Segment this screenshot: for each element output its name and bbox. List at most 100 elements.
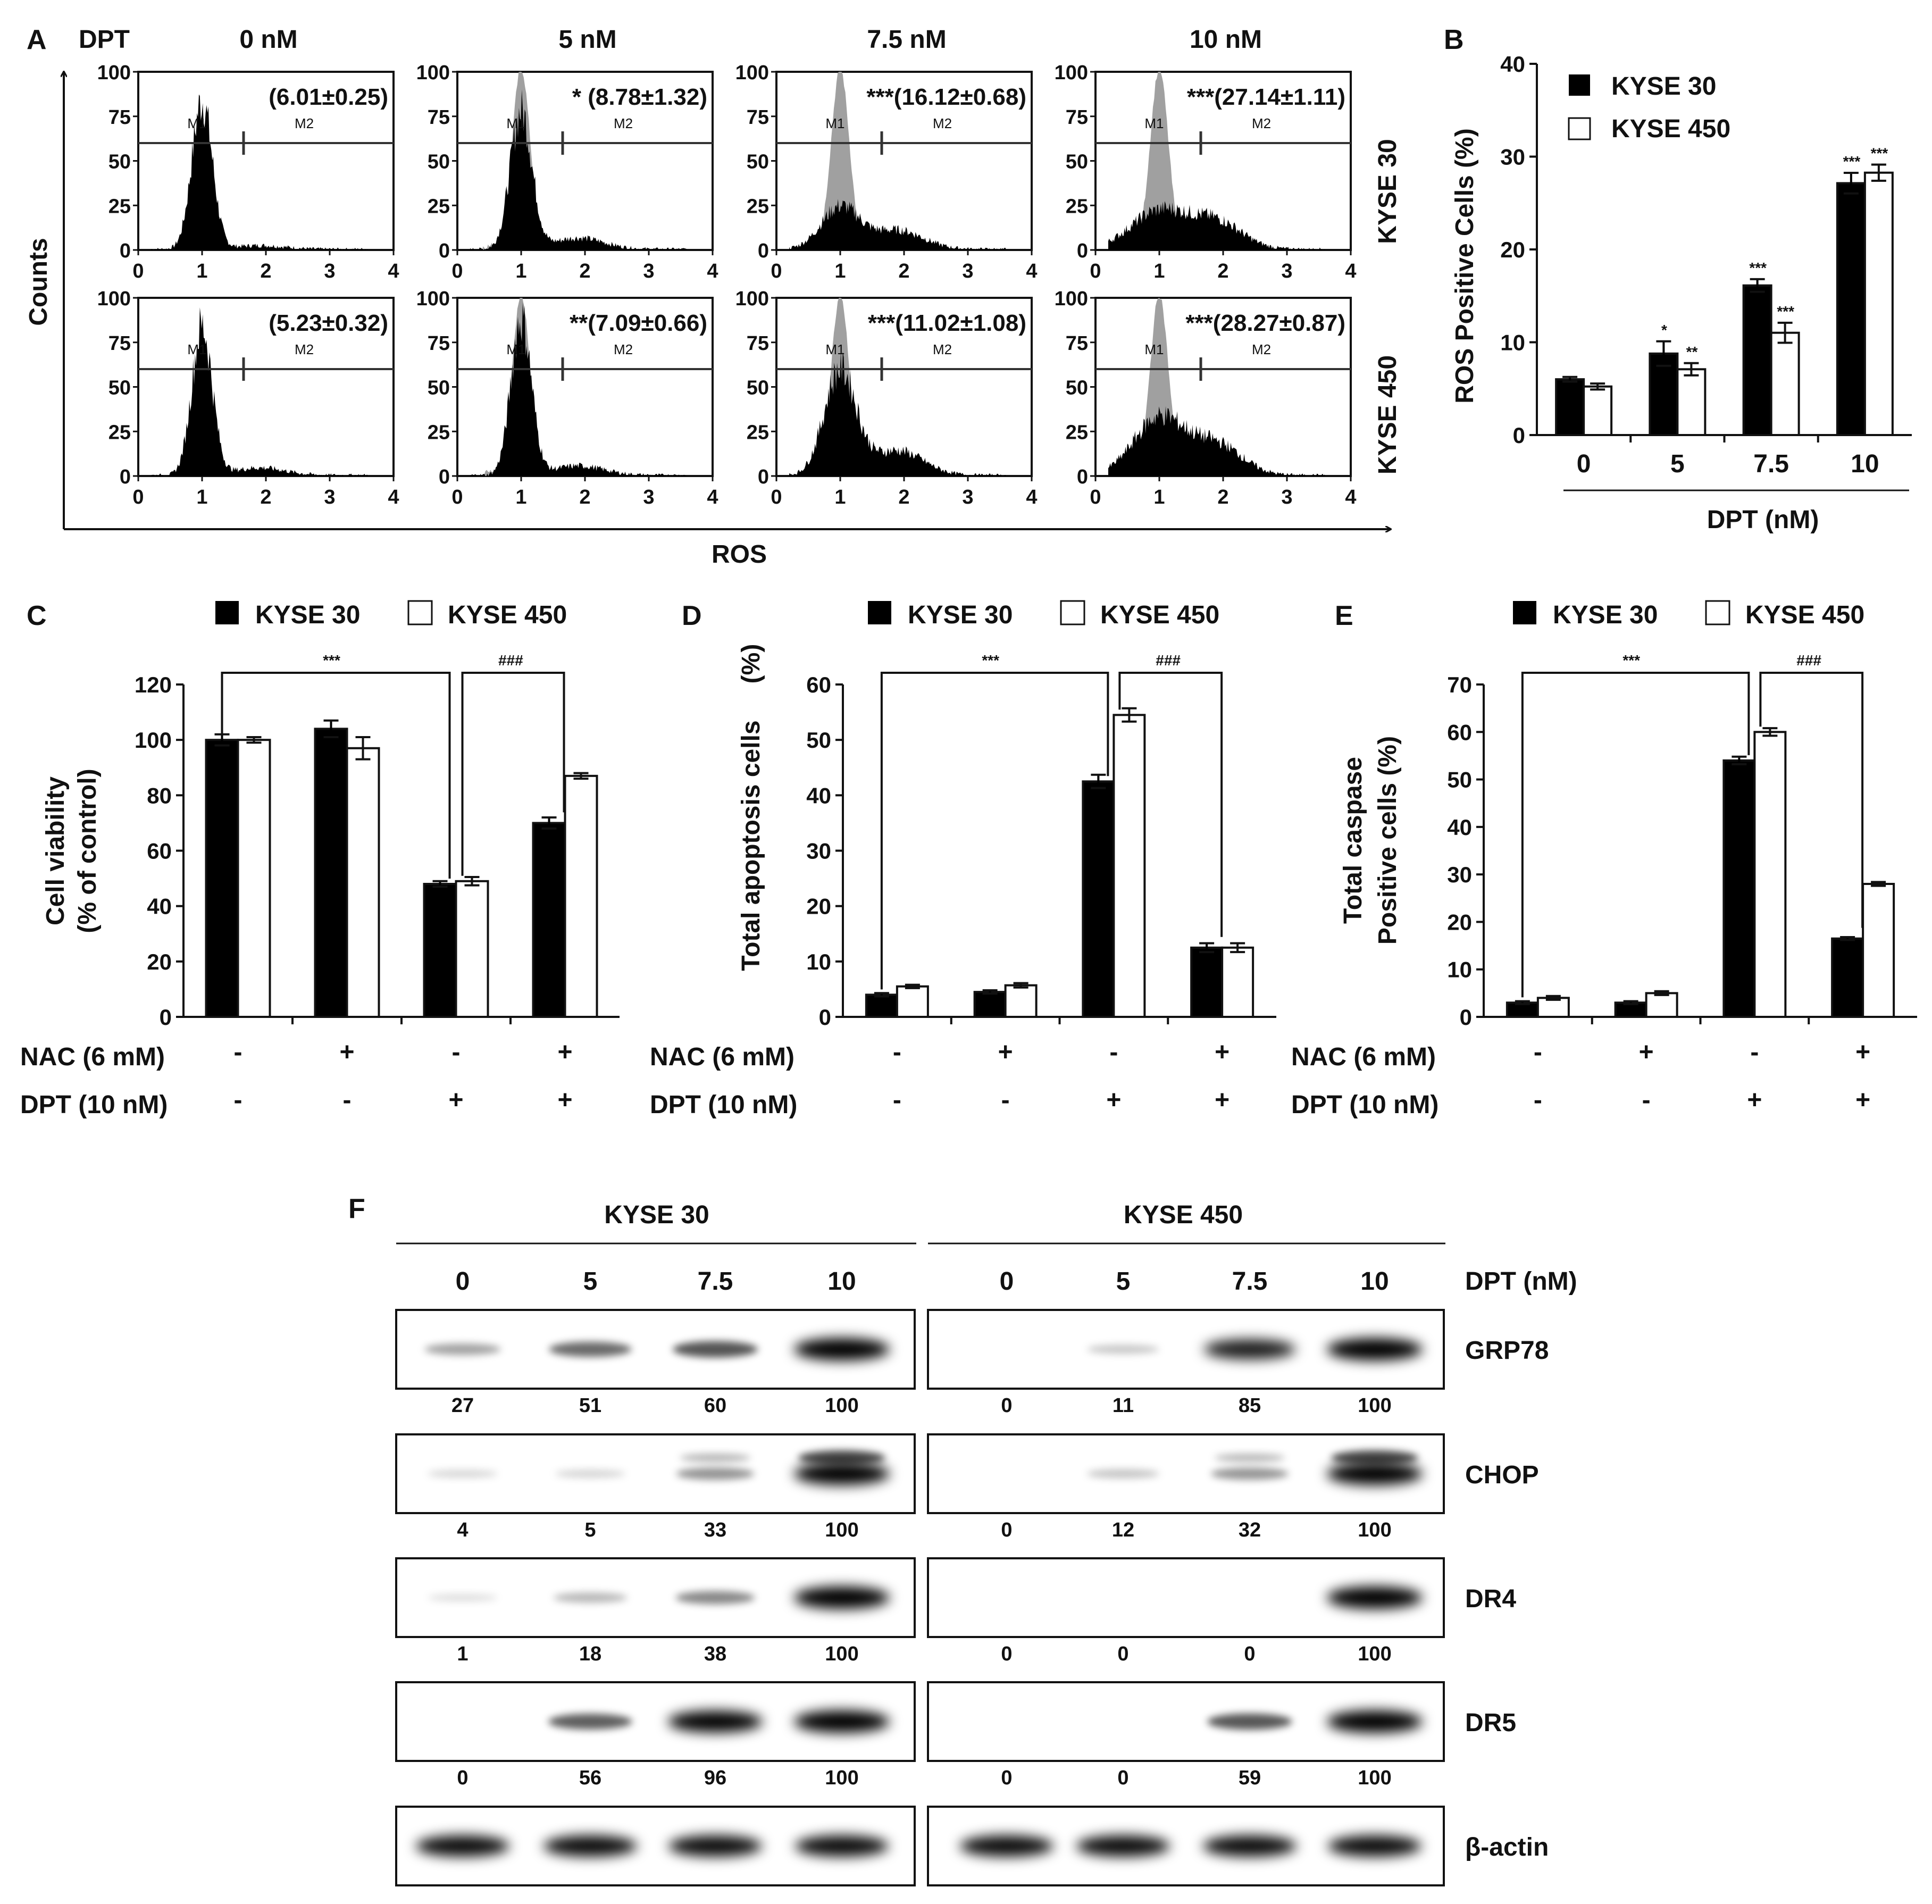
panel-d: D KYSE 30 KYSE 450 Total apoptosis cells… bbox=[650, 600, 1276, 1119]
dpt-sign-1: - bbox=[343, 1086, 352, 1114]
y-tick-label: 0 bbox=[758, 240, 769, 262]
nac-sign-3: + bbox=[1215, 1038, 1230, 1066]
y-tick-label: 70 bbox=[1447, 672, 1472, 697]
bar-kyse450-3 bbox=[1221, 946, 1254, 1018]
gate-m2-label: M2 bbox=[614, 115, 633, 131]
ros-axis-label: ROS bbox=[712, 540, 767, 569]
sample-histogram bbox=[1108, 201, 1325, 250]
bar-kyse30-1 bbox=[314, 728, 348, 1018]
chart-b-legend-swatch-kyse450 bbox=[1568, 117, 1591, 140]
quant-kyse30-3: 100 bbox=[825, 1767, 858, 1789]
y-tick-label: 40 bbox=[806, 783, 831, 808]
chart-d-nac-label: NAC (6 mM) bbox=[650, 1043, 794, 1071]
y-tick-label: 120 bbox=[135, 672, 172, 697]
quant-kyse450-3: 100 bbox=[1358, 1519, 1391, 1541]
y-tick-label: 75 bbox=[428, 332, 450, 355]
blot-row-DR5: DR5 0 56 96 100 0 0 59 100 bbox=[395, 1681, 1516, 1789]
band-kyse30-2 bbox=[673, 1341, 758, 1358]
significance-bracket-1 bbox=[221, 672, 451, 879]
band-kyse30-1 bbox=[549, 1341, 632, 1357]
y-tick-label: 20 bbox=[147, 949, 172, 974]
y-tick-label: 100 bbox=[416, 288, 450, 310]
quant-kyse450-1: 0 bbox=[1117, 1767, 1128, 1789]
band-kyse30-3 bbox=[794, 1710, 890, 1733]
y-tick-label: 75 bbox=[747, 106, 769, 129]
band-upper-kyse450-2 bbox=[1214, 1454, 1285, 1462]
y-tick-label: 0 bbox=[439, 240, 450, 262]
gate-m2-label: M2 bbox=[295, 115, 314, 131]
band-kyse30-3 bbox=[794, 1338, 890, 1360]
dpt-sign-0: - bbox=[893, 1086, 901, 1114]
chart-e-ylabel-line2: Positive cells (%) bbox=[1374, 736, 1402, 945]
x-tick-label: 1 bbox=[515, 486, 526, 508]
flow-plot-frame bbox=[775, 71, 1033, 251]
x-tick-label: 3 bbox=[324, 260, 335, 282]
y-tick-label: 50 bbox=[1066, 151, 1088, 173]
x-tick-label: 2 bbox=[1217, 260, 1228, 282]
bar-kyse450-1 bbox=[1676, 368, 1707, 436]
blot-dpt-label: DPT (nM) bbox=[1465, 1267, 1577, 1296]
band-kyse30-3 bbox=[794, 1586, 890, 1609]
ros-percent-annotation: (6.01±0.25) bbox=[269, 84, 388, 110]
y-tick-label: 50 bbox=[806, 728, 831, 753]
chart-b-legend-kyse450: KYSE 450 bbox=[1611, 115, 1730, 143]
x-tick-label: 0 bbox=[1090, 486, 1101, 508]
row-label-kyse30: KYSE 30 bbox=[1374, 139, 1402, 244]
y-tick-label: 50 bbox=[108, 151, 131, 173]
flow-plot-r1-c1: M1 M2 **(7.09±0.66) 0 25 50 75 100 0 1 2 3 4 bbox=[416, 288, 718, 508]
chart-e-nac-label: NAC (6 mM) bbox=[1291, 1043, 1436, 1071]
y-tick-label: 100 bbox=[1055, 62, 1088, 84]
panel-f: F KYSE 30 KYSE 450 DPT (nM) 0 05 57.5 7.510… bbox=[348, 1193, 1577, 1886]
x-tick-label: 1 bbox=[1153, 260, 1165, 282]
y-tick-label: 0 bbox=[120, 466, 131, 488]
quant-kyse450-2: 85 bbox=[1239, 1394, 1261, 1417]
sample-histogram bbox=[470, 89, 687, 250]
protein-label-1: CHOP bbox=[1465, 1461, 1539, 1489]
counts-axis-label: Counts bbox=[24, 238, 53, 325]
chart-c-legend-kyse30: KYSE 30 bbox=[255, 601, 360, 629]
significance-mark: *** bbox=[1870, 145, 1888, 162]
gate-m2-label: M2 bbox=[295, 341, 314, 357]
dpt-sign-0: - bbox=[234, 1086, 242, 1114]
x-tick-label: 2 bbox=[579, 486, 590, 508]
bar-kyse450-2 bbox=[1753, 731, 1787, 1018]
bar-kyse450-1 bbox=[346, 747, 380, 1018]
x-tick-label: 1 bbox=[515, 260, 526, 282]
blot-row-CHOP: CHOP 4 5 33 100 0 12 32 100 bbox=[395, 1433, 1539, 1541]
band-kyse30-2 bbox=[675, 1591, 755, 1605]
blot-row-DR4: DR4 1 18 38 100 0 0 0 100 bbox=[395, 1557, 1516, 1665]
y-tick-label: 50 bbox=[1447, 767, 1472, 792]
band-kyse30-0 bbox=[424, 1343, 501, 1355]
quant-kyse450-3: 100 bbox=[1358, 1767, 1391, 1789]
y-tick-label: 100 bbox=[416, 62, 450, 84]
significance-mark: * bbox=[1661, 322, 1667, 338]
quant-kyse450-1: 12 bbox=[1112, 1519, 1134, 1541]
x-tick-label: 3 bbox=[324, 486, 335, 508]
quant-kyse30-0: 0 bbox=[457, 1767, 468, 1789]
flow-plot-frame bbox=[137, 297, 395, 477]
gate-m1-label: M1 bbox=[1144, 341, 1164, 357]
y-tick-label: 0 bbox=[819, 1005, 831, 1030]
protein-label-3: DR5 bbox=[1465, 1709, 1516, 1737]
bar-kyse30-2 bbox=[1722, 759, 1756, 1018]
quant-kyse30-2: 60 bbox=[704, 1394, 726, 1417]
gate-m1-label: M1 bbox=[187, 341, 206, 357]
x-tick-label: 1 bbox=[196, 486, 207, 508]
quant-kyse450-2: 59 bbox=[1239, 1767, 1261, 1789]
chart-d-dpt-label: DPT (10 nM) bbox=[650, 1091, 797, 1119]
bar-kyse30-0 bbox=[1555, 378, 1585, 436]
x-tick-label: 2 bbox=[260, 486, 271, 508]
x-tick-label: 2 bbox=[898, 260, 909, 282]
panel-label-c: C bbox=[27, 600, 47, 631]
y-tick-label: 100 bbox=[97, 62, 131, 84]
y-tick-label: 50 bbox=[747, 377, 769, 399]
significance-mark: ** bbox=[1685, 344, 1697, 360]
quant-kyse30-3: 100 bbox=[825, 1394, 858, 1417]
band-kyse30-0 bbox=[428, 1469, 498, 1478]
nac-sign-2: - bbox=[452, 1038, 461, 1066]
y-tick-label: 0 bbox=[758, 466, 769, 488]
y-tick-label: 40 bbox=[1500, 52, 1525, 77]
x-tick-label: 1 bbox=[196, 260, 207, 282]
x-tick-label: 2 bbox=[898, 486, 909, 508]
